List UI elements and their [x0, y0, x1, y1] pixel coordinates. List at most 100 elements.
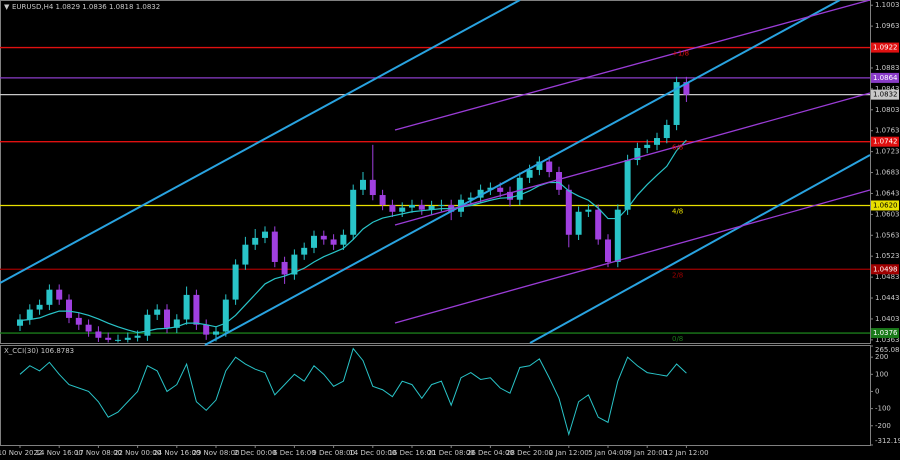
candle-body: [497, 187, 504, 192]
y-tick-label: 1.0443: [875, 294, 900, 302]
candle-body: [203, 324, 210, 335]
candle-body: [526, 169, 533, 178]
x-tick-label: 12 Jan 12:00: [664, 449, 708, 457]
x-tick-label: 14 Dec 00:00: [349, 449, 396, 457]
level-label-box: [871, 89, 899, 100]
indicator-tick-label: 100: [875, 370, 888, 378]
candle-body: [546, 161, 553, 173]
level-label: 1.0864: [873, 74, 898, 82]
x-tick-label: 21 Dec 08:00: [428, 449, 475, 457]
level-label-box: [871, 264, 899, 275]
y-tick-label: 1.0963: [875, 22, 900, 30]
candle-body: [614, 209, 621, 262]
y-tick-label: 1.0723: [875, 148, 900, 156]
marks: [0, 46, 870, 343]
regression-line: [394, 0, 871, 131]
candle-body: [556, 172, 562, 190]
x-tick-label: 2 Jan 12:00: [549, 449, 589, 457]
indicator-tick-label: 0: [875, 387, 879, 395]
y-tick-label: 1.0603: [875, 210, 900, 218]
x-tick-label: 26 Dec 04:00: [467, 449, 514, 457]
candle-body: [360, 179, 366, 190]
candle-body: [477, 189, 484, 198]
candle-body: [85, 324, 92, 332]
candle-body: [301, 247, 308, 255]
candle-body: [66, 299, 72, 318]
candle-body: [438, 204, 445, 207]
x-tick-label: 24 Nov 16:00: [153, 449, 200, 457]
x-tick-label: 9 Dec 08:00: [312, 449, 355, 457]
candle-body: [565, 189, 572, 235]
level-label-box: [871, 136, 899, 147]
x-tick-label: 5 Jan 04:00: [588, 449, 628, 457]
level-tag: 6/8: [672, 144, 683, 152]
candle-body: [683, 82, 690, 95]
candle-body: [654, 138, 660, 145]
level-label: 1.0742: [873, 138, 898, 146]
y-tick-label: 1.0763: [875, 127, 900, 135]
indicator-frame: [0, 345, 871, 446]
candle-body: [467, 197, 474, 200]
cci-line: [19, 347, 687, 437]
candle-body: [36, 304, 43, 310]
candle-body: [105, 337, 112, 340]
candle-body: [644, 144, 651, 148]
y-tick-label: 1.0843: [875, 85, 900, 93]
y-tick-label: 1.0883: [875, 64, 900, 72]
y-tick-label: 1.0803: [875, 106, 900, 114]
candle-body: [56, 289, 63, 300]
candle-body: [262, 231, 268, 238]
candle-body: [213, 331, 219, 335]
x-tick-label: 2 Dec 00:00: [234, 449, 277, 457]
level-label: 1.0498: [873, 265, 898, 273]
indicator-tick-label: -312.193: [875, 437, 900, 445]
candle-body: [124, 337, 131, 340]
symbol-arrow: ▼: [4, 3, 10, 11]
candle-body: [271, 231, 278, 262]
x-tick-label: 28 Dec 20:00: [506, 449, 553, 457]
indicator-tick-label: -200: [875, 422, 891, 430]
candle-body: [281, 261, 288, 275]
indicator-tick-label: 200: [875, 353, 888, 361]
y-tick-label: 1.1003: [875, 1, 900, 9]
candle-body: [507, 191, 513, 200]
candle-body: [183, 294, 190, 320]
candle-body: [164, 309, 170, 328]
level-tag: 0/8: [672, 335, 683, 343]
candle-body: [605, 239, 611, 262]
y-tick-label: 1.0643: [875, 189, 900, 197]
x-tick-label: 14 Nov 16:00: [36, 449, 83, 457]
level-label-box: [871, 200, 899, 211]
channel-line: [0, 0, 521, 284]
candle-body: [536, 161, 543, 170]
level-label: 1.0922: [873, 44, 898, 52]
channel-line: [529, 154, 871, 344]
candle-body: [663, 124, 670, 139]
indicator-tick-label: 265.0875: [875, 346, 900, 354]
candle-body: [222, 299, 229, 332]
candle-body: [232, 264, 239, 300]
level-label-box: [871, 328, 899, 339]
level-label: 1.0832: [873, 91, 898, 99]
main-frame: [0, 0, 871, 344]
candle-body: [242, 244, 249, 265]
x-tick-label: 22 Nov 00:00: [114, 449, 161, 457]
candle-body: [487, 187, 494, 190]
y-tick-label: 1.0523: [875, 252, 900, 260]
candle-body: [173, 319, 180, 328]
candle-body: [340, 234, 347, 245]
level-label: 1.0620: [873, 201, 898, 209]
regression-line: [394, 92, 871, 226]
candle-body: [75, 317, 82, 325]
indicator-title: X_CCI(30) 106.8783: [4, 347, 74, 355]
candle-body: [17, 319, 23, 326]
indicator-tick-label: -100: [875, 405, 891, 413]
x-tick-label: 16 Dec 16:00: [388, 449, 435, 457]
candle-body: [409, 204, 415, 208]
level-tag: +1/8: [672, 50, 689, 58]
candle-body: [311, 235, 317, 248]
moving-average: [19, 139, 687, 334]
candle-body: [418, 204, 425, 210]
candle-body: [252, 237, 259, 245]
